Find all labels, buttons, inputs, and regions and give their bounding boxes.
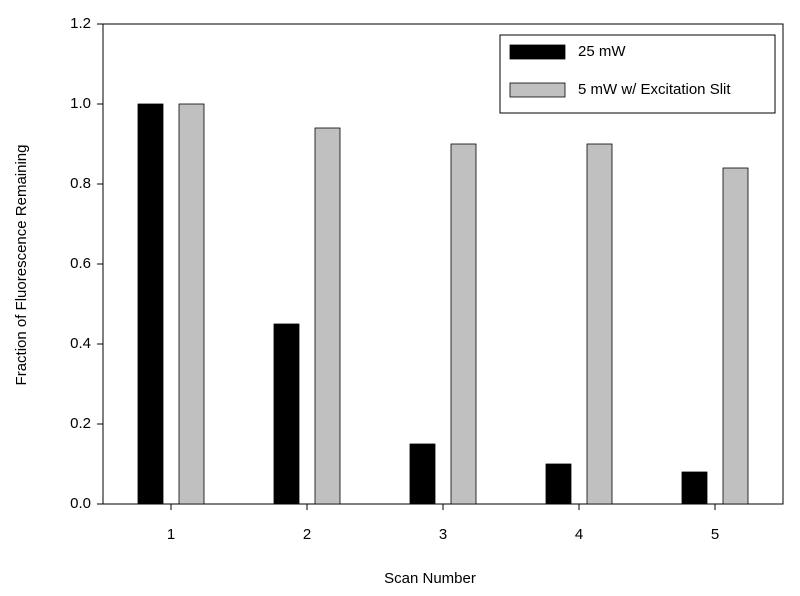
bar	[137, 103, 164, 505]
bar	[722, 167, 749, 505]
x-tick-label: 2	[303, 526, 311, 543]
bar	[586, 143, 613, 505]
x-tick-label: 1	[167, 526, 175, 543]
bar	[314, 127, 341, 505]
y-tick-label: 0.8	[70, 175, 91, 192]
bar	[681, 471, 708, 505]
bar	[409, 443, 436, 505]
y-tick-label: 0.0	[70, 495, 91, 512]
y-tick-label: 0.2	[70, 415, 91, 432]
x-tick-label: 3	[439, 526, 447, 543]
y-axis-label: Fraction of Fluorescence Remaining	[13, 145, 30, 386]
bar	[545, 463, 572, 505]
legend-label: 25 mW	[578, 43, 626, 60]
legend-swatch	[509, 82, 566, 98]
y-tick-label: 1.2	[70, 15, 91, 32]
x-tick-label: 5	[711, 526, 719, 543]
bar	[273, 323, 300, 505]
legend-swatch	[509, 44, 566, 60]
bar	[178, 103, 205, 505]
x-axis-label: Scan Number	[384, 570, 476, 587]
y-tick-label: 0.4	[70, 335, 91, 352]
legend-label: 5 mW w/ Excitation Slit	[578, 81, 731, 98]
y-tick-label: 0.6	[70, 255, 91, 272]
bar	[450, 143, 477, 505]
x-tick-label: 4	[575, 526, 583, 543]
y-tick-label: 1.0	[70, 95, 91, 112]
